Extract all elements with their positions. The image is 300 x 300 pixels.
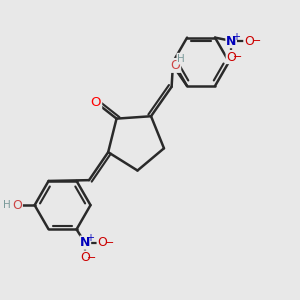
Text: +: + <box>86 233 94 244</box>
Text: O: O <box>97 236 107 249</box>
Text: −: − <box>233 52 242 62</box>
Text: O: O <box>80 251 90 264</box>
Text: H: H <box>177 54 185 64</box>
Text: N: N <box>80 236 91 249</box>
Text: O: O <box>91 96 101 109</box>
Text: +: + <box>232 32 240 42</box>
Text: −: − <box>252 36 262 46</box>
Text: O: O <box>226 50 236 64</box>
Text: N: N <box>226 34 236 48</box>
Text: H: H <box>3 200 10 210</box>
Text: O: O <box>244 34 254 48</box>
Text: −: − <box>87 253 97 262</box>
Text: O: O <box>12 199 22 212</box>
Text: O: O <box>170 59 180 72</box>
Text: −: − <box>105 238 114 248</box>
